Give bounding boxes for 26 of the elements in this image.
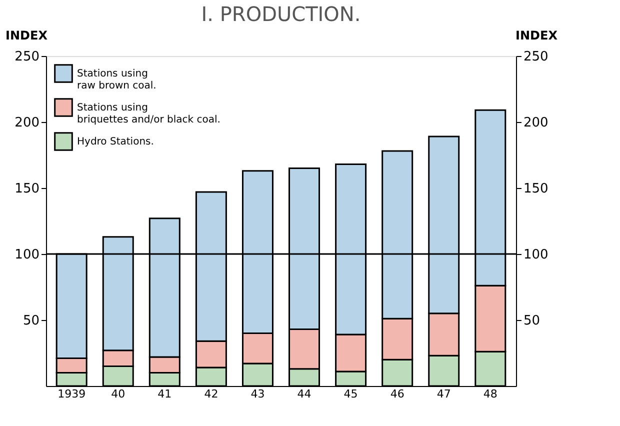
x-tick-label: 40: [111, 388, 126, 400]
x-tick-label: 48: [483, 388, 498, 400]
chart-title: I. PRODUCTION.: [201, 2, 361, 26]
y-axis-title: INDEX: [6, 28, 48, 42]
y2-tick-label: 250: [524, 50, 548, 64]
y-tick-label: 50: [22, 314, 40, 328]
y2-axis-title: INDEX: [516, 28, 558, 42]
x-tick-label: 44: [297, 388, 312, 400]
x-tick-label: 42: [204, 388, 218, 400]
legend-label: Stations using raw brown coal.: [77, 68, 156, 92]
x-tick-label: 47: [436, 388, 451, 400]
x-tick-label: 46: [390, 388, 404, 400]
y2-tick-label: 200: [524, 116, 548, 130]
y2-tick-label: 100: [524, 248, 548, 262]
y-tick-label: 150: [14, 182, 40, 196]
legend-label: Stations using briquettes and/or black coal.: [77, 102, 220, 126]
y-tick-label: 100: [14, 248, 40, 262]
y-tick-label: 250: [14, 50, 40, 64]
x-tick-label: 1939: [58, 388, 86, 400]
y2-tick-label: 50: [524, 314, 540, 328]
y2-tick-label: 150: [524, 182, 548, 196]
x-tick-label: 43: [250, 388, 265, 400]
x-tick-label: 41: [158, 388, 172, 400]
x-tick-label: 45: [344, 388, 358, 400]
y-tick-label: 200: [14, 116, 40, 130]
legend-label: Hydro Stations.: [77, 136, 154, 148]
